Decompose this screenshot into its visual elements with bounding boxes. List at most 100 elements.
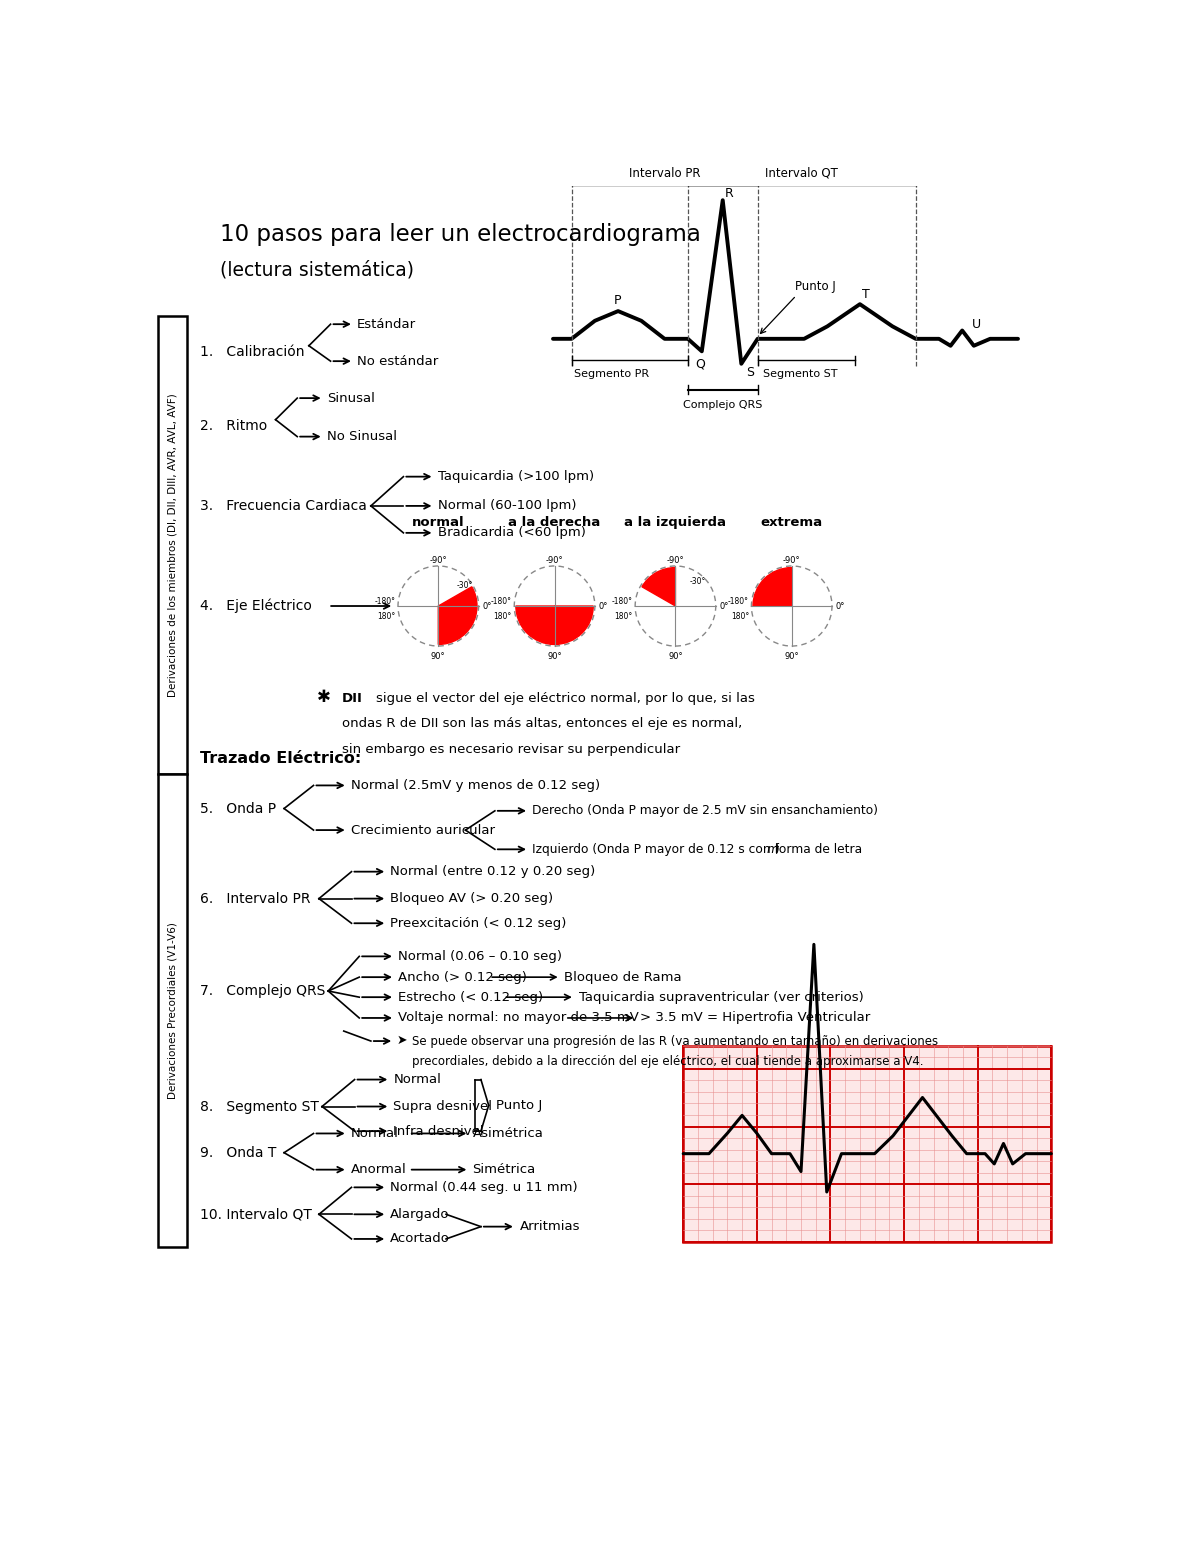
Text: a la izquierda: a la izquierda bbox=[624, 516, 726, 530]
Text: Derivaciones Precordiales (V1-V6): Derivaciones Precordiales (V1-V6) bbox=[168, 922, 178, 1100]
Text: 3.   Frecuencia Cardiaca: 3. Frecuencia Cardiaca bbox=[200, 499, 367, 512]
Text: Sinusal: Sinusal bbox=[326, 391, 374, 405]
Text: S: S bbox=[746, 365, 754, 379]
Text: sigue el vector del eje eléctrico normal, por lo que, si las: sigue el vector del eje eléctrico normal… bbox=[377, 693, 755, 705]
Text: Normal (0.44 seg. u 11 mm): Normal (0.44 seg. u 11 mm) bbox=[390, 1180, 578, 1194]
Text: Crecimiento auricular: Crecimiento auricular bbox=[350, 823, 494, 837]
Text: -180°: -180° bbox=[728, 596, 749, 606]
Text: -90°: -90° bbox=[546, 556, 563, 565]
Text: Bloqueo AV (> 0.20 seg): Bloqueo AV (> 0.20 seg) bbox=[390, 891, 553, 905]
Text: Alargado: Alargado bbox=[390, 1208, 450, 1221]
Text: 10 pasos para leer un electrocardiograma: 10 pasos para leer un electrocardiograma bbox=[220, 224, 701, 247]
Text: precordiales, debido a la dirección del eje eléctrico, el cual tiende a aproxima: precordiales, debido a la dirección del … bbox=[412, 1054, 924, 1067]
Wedge shape bbox=[754, 567, 792, 606]
Text: Normal: Normal bbox=[350, 1127, 398, 1140]
Text: T: T bbox=[863, 287, 870, 301]
FancyBboxPatch shape bbox=[157, 773, 187, 1247]
Wedge shape bbox=[642, 567, 676, 606]
Text: 8.   Segmento ST: 8. Segmento ST bbox=[200, 1100, 319, 1114]
Text: ➤: ➤ bbox=[396, 1034, 407, 1047]
Text: No Sinusal: No Sinusal bbox=[326, 430, 397, 443]
Text: Complejo QRS: Complejo QRS bbox=[683, 401, 762, 410]
Text: Supra desnivel: Supra desnivel bbox=[394, 1100, 492, 1114]
Text: 0°: 0° bbox=[482, 601, 492, 610]
Text: extrema: extrema bbox=[761, 516, 823, 530]
Text: -180°: -180° bbox=[612, 596, 632, 606]
Text: 5.   Onda P: 5. Onda P bbox=[200, 801, 276, 815]
Text: Asimétrica: Asimétrica bbox=[473, 1127, 544, 1140]
Text: No estándar: No estándar bbox=[356, 354, 438, 368]
Text: 180°: 180° bbox=[614, 612, 632, 621]
Text: Acortado: Acortado bbox=[390, 1233, 450, 1246]
Text: -180°: -180° bbox=[491, 596, 512, 606]
Text: U: U bbox=[972, 318, 980, 331]
Text: normal: normal bbox=[412, 516, 464, 530]
Text: -90°: -90° bbox=[667, 556, 684, 565]
Text: ✱: ✱ bbox=[317, 688, 330, 707]
Text: Normal: Normal bbox=[394, 1073, 442, 1086]
Text: Normal (2.5mV y menos de 0.12 seg): Normal (2.5mV y menos de 0.12 seg) bbox=[350, 780, 600, 792]
Text: Punto J: Punto J bbox=[794, 280, 835, 292]
Text: 90°: 90° bbox=[668, 652, 683, 662]
Text: Derivaciones de los miembros (DI, DII, DIII, AVR, AVL, AVF): Derivaciones de los miembros (DI, DII, D… bbox=[168, 393, 178, 697]
Text: a la derecha: a la derecha bbox=[509, 516, 601, 530]
Text: Bradicardia (<60 lpm): Bradicardia (<60 lpm) bbox=[438, 526, 586, 539]
Text: Estándar: Estándar bbox=[356, 318, 416, 331]
Text: sin embargo es necesario revisar su perpendicular: sin embargo es necesario revisar su perp… bbox=[342, 742, 680, 756]
Text: 0°: 0° bbox=[720, 601, 730, 610]
Text: Simétrica: Simétrica bbox=[473, 1163, 535, 1176]
Text: 90°: 90° bbox=[431, 652, 445, 662]
Text: ondas R de DII son las más altas, entonces el eje es normal,: ondas R de DII son las más altas, entonc… bbox=[342, 717, 743, 730]
Text: 9.   Onda T: 9. Onda T bbox=[200, 1146, 277, 1160]
Text: 6.   Intervalo PR: 6. Intervalo PR bbox=[200, 891, 311, 905]
Text: (lectura sistemática): (lectura sistemática) bbox=[220, 259, 414, 280]
Text: 4.   Eje Eléctrico: 4. Eje Eléctrico bbox=[200, 599, 312, 613]
Text: -180°: -180° bbox=[374, 596, 396, 606]
Text: DII: DII bbox=[342, 693, 364, 705]
Text: Q: Q bbox=[696, 357, 706, 370]
Text: ): ) bbox=[774, 843, 779, 856]
Text: -30°: -30° bbox=[456, 581, 473, 590]
Text: Taquicardia supraventricular (ver criterios): Taquicardia supraventricular (ver criter… bbox=[578, 991, 864, 1003]
Text: > 3.5 mV = Hipertrofia Ventricular: > 3.5 mV = Hipertrofia Ventricular bbox=[640, 1011, 870, 1025]
FancyBboxPatch shape bbox=[157, 315, 187, 773]
Text: -30°: -30° bbox=[690, 578, 706, 587]
Text: Segmento ST: Segmento ST bbox=[763, 370, 838, 379]
Text: P: P bbox=[614, 294, 622, 306]
Text: 180°: 180° bbox=[493, 612, 512, 621]
Text: Estrecho (< 0.12 seg): Estrecho (< 0.12 seg) bbox=[398, 991, 544, 1003]
Text: Normal (entre 0.12 y 0.20 seg): Normal (entre 0.12 y 0.20 seg) bbox=[390, 865, 595, 877]
Text: Normal (0.06 – 0.10 seg): Normal (0.06 – 0.10 seg) bbox=[398, 950, 562, 963]
Text: Intervalo QT: Intervalo QT bbox=[766, 166, 839, 180]
Text: m: m bbox=[767, 843, 778, 856]
Text: 0°: 0° bbox=[836, 601, 845, 610]
FancyBboxPatch shape bbox=[683, 1045, 1051, 1242]
Wedge shape bbox=[554, 606, 593, 644]
Text: -90°: -90° bbox=[430, 556, 448, 565]
Text: 90°: 90° bbox=[785, 652, 799, 662]
Text: Anormal: Anormal bbox=[350, 1163, 407, 1176]
Text: Segmento PR: Segmento PR bbox=[574, 370, 649, 379]
Text: Ancho (> 0.12 seg): Ancho (> 0.12 seg) bbox=[398, 971, 527, 983]
Text: 180°: 180° bbox=[731, 612, 749, 621]
Text: 0°: 0° bbox=[599, 601, 608, 610]
Text: Trazado Eléctrico:: Trazado Eléctrico: bbox=[200, 752, 361, 766]
Text: Se puede observar una progresión de las R (va aumentando en tamaño) en derivacio: Se puede observar una progresión de las … bbox=[412, 1034, 938, 1048]
Text: 90°: 90° bbox=[547, 652, 562, 662]
Wedge shape bbox=[438, 587, 476, 644]
Text: R: R bbox=[725, 186, 734, 200]
Text: Derecho (Onda P mayor de 2.5 mV sin ensanchamiento): Derecho (Onda P mayor de 2.5 mV sin ensa… bbox=[532, 804, 878, 817]
Text: 7.   Complejo QRS: 7. Complejo QRS bbox=[200, 985, 325, 999]
Text: Voltaje normal: no mayor de 3.5 mV: Voltaje normal: no mayor de 3.5 mV bbox=[398, 1011, 638, 1025]
Text: Infra desnivel: Infra desnivel bbox=[394, 1124, 484, 1138]
Text: Izquierdo (Onda P mayor de 0.12 s con forma de letra: Izquierdo (Onda P mayor de 0.12 s con fo… bbox=[532, 843, 866, 856]
Text: 10. Intervalo QT: 10. Intervalo QT bbox=[200, 1207, 312, 1221]
Text: Punto J: Punto J bbox=[497, 1100, 542, 1112]
Text: 180°: 180° bbox=[378, 612, 396, 621]
Text: 1.   Calibración: 1. Calibración bbox=[200, 345, 305, 359]
Text: Taquicardia (>100 lpm): Taquicardia (>100 lpm) bbox=[438, 471, 594, 483]
Text: Intervalo PR: Intervalo PR bbox=[629, 166, 701, 180]
Text: Preexcitación (< 0.12 seg): Preexcitación (< 0.12 seg) bbox=[390, 916, 566, 930]
Wedge shape bbox=[516, 606, 554, 644]
Text: Bloqueo de Rama: Bloqueo de Rama bbox=[564, 971, 682, 983]
